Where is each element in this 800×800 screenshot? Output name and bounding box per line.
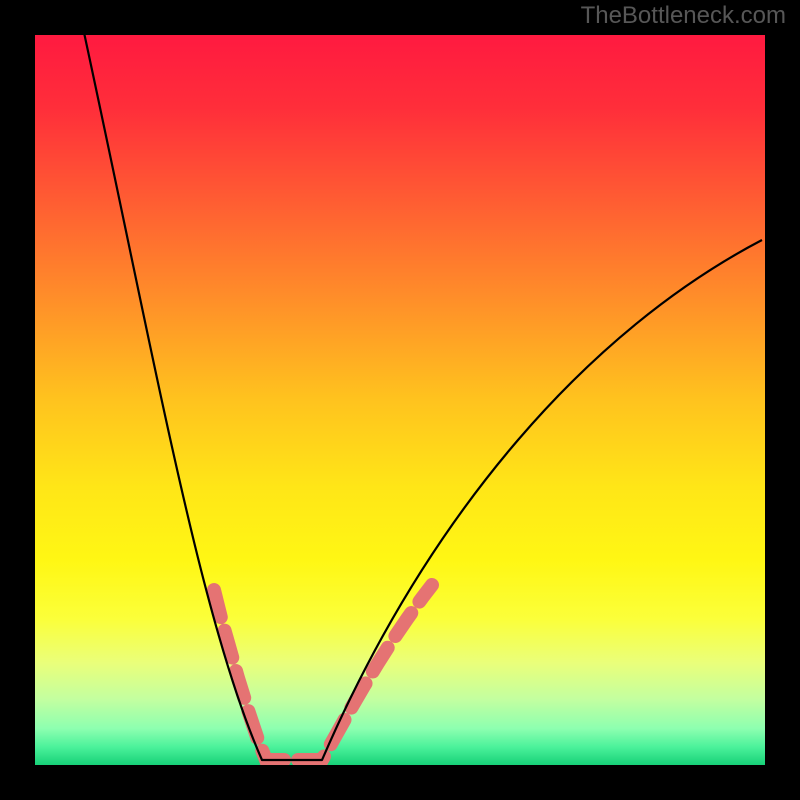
watermark-text: TheBottleneck.com <box>581 2 786 30</box>
plot-area <box>35 35 765 765</box>
chart-svg <box>0 0 800 800</box>
chart-stage: TheBottleneck.com <box>0 0 800 800</box>
